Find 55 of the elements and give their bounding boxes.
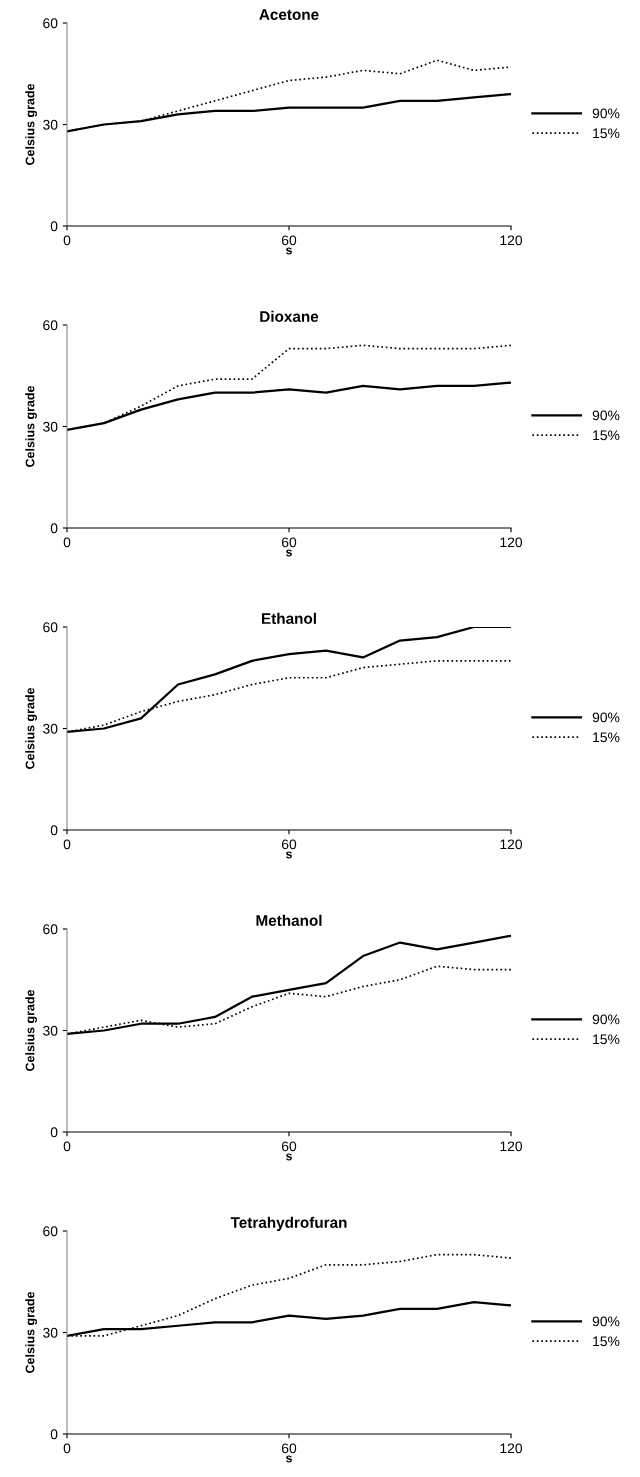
x-axis-title: s [285,1153,292,1161]
y-tick-label: 60 [43,924,58,935]
legend-label: 15% [593,1034,620,1045]
legend-label: 15% [593,430,620,441]
x-tick-label: 120 [500,839,523,850]
y-tick-label: 60 [43,1226,58,1237]
x-tick-label: 0 [63,1443,71,1454]
x-tick-label: 0 [63,1141,71,1152]
chart-title: Methanol [256,914,322,926]
y-axis-title: Celsius grade [25,1291,37,1373]
y-tick-label: 30 [43,421,58,432]
x-axis-title: s [285,549,292,557]
chart-title: Ethanol [262,612,316,624]
x-tick-label: 120 [500,235,523,246]
chart-title: Dioxane [260,310,319,322]
x-tick-label: 0 [63,537,71,548]
legend-label: 90% [592,410,620,421]
y-tick-label: 30 [43,1327,58,1338]
y-tick-label: 60 [43,18,58,29]
y-axis-title: Celsius grade [25,687,37,769]
legend-label: 90% [592,108,620,119]
x-tick-label: 60 [281,1141,297,1152]
y-axis-title: Celsius grade [25,385,37,467]
x-tick-label: 120 [500,1443,523,1454]
legend-label: 15% [593,732,620,743]
y-tick-label: 60 [43,320,58,331]
x-axis-title: s [285,851,292,859]
chart-title: Tetrahydrofuran [230,1216,347,1231]
chart-title: Acetone [259,9,319,20]
x-tick-label: 60 [281,235,297,246]
y-tick-label: 60 [43,622,58,633]
y-tick-label: 0 [50,1429,58,1440]
y-tick-label: 30 [43,1025,58,1036]
x-tick-label: 120 [500,1141,523,1152]
x-tick-label: 60 [281,1443,297,1454]
x-tick-label: 120 [500,537,523,548]
y-tick-label: 0 [50,1127,58,1138]
legend-label: 15% [593,1336,620,1347]
x-tick-label: 0 [63,235,71,246]
legend-label: 15% [593,128,620,139]
x-axis-title: s [285,247,292,255]
legend-label: 90% [592,712,620,723]
y-tick-label: 0 [50,221,58,232]
y-tick-label: 30 [43,119,58,130]
y-tick-label: 0 [50,523,58,534]
x-tick-label: 0 [63,839,71,850]
legend-label: 90% [592,1014,620,1025]
y-axis-title: Celsius grade [25,83,37,165]
x-tick-label: 60 [281,537,297,548]
y-tick-label: 30 [43,723,58,734]
x-axis-title: s [285,1455,292,1463]
legend-label: 90% [592,1316,620,1327]
y-tick-label: 0 [50,825,58,836]
y-axis-title: Celsius grade [25,989,37,1071]
x-tick-label: 60 [281,839,297,850]
